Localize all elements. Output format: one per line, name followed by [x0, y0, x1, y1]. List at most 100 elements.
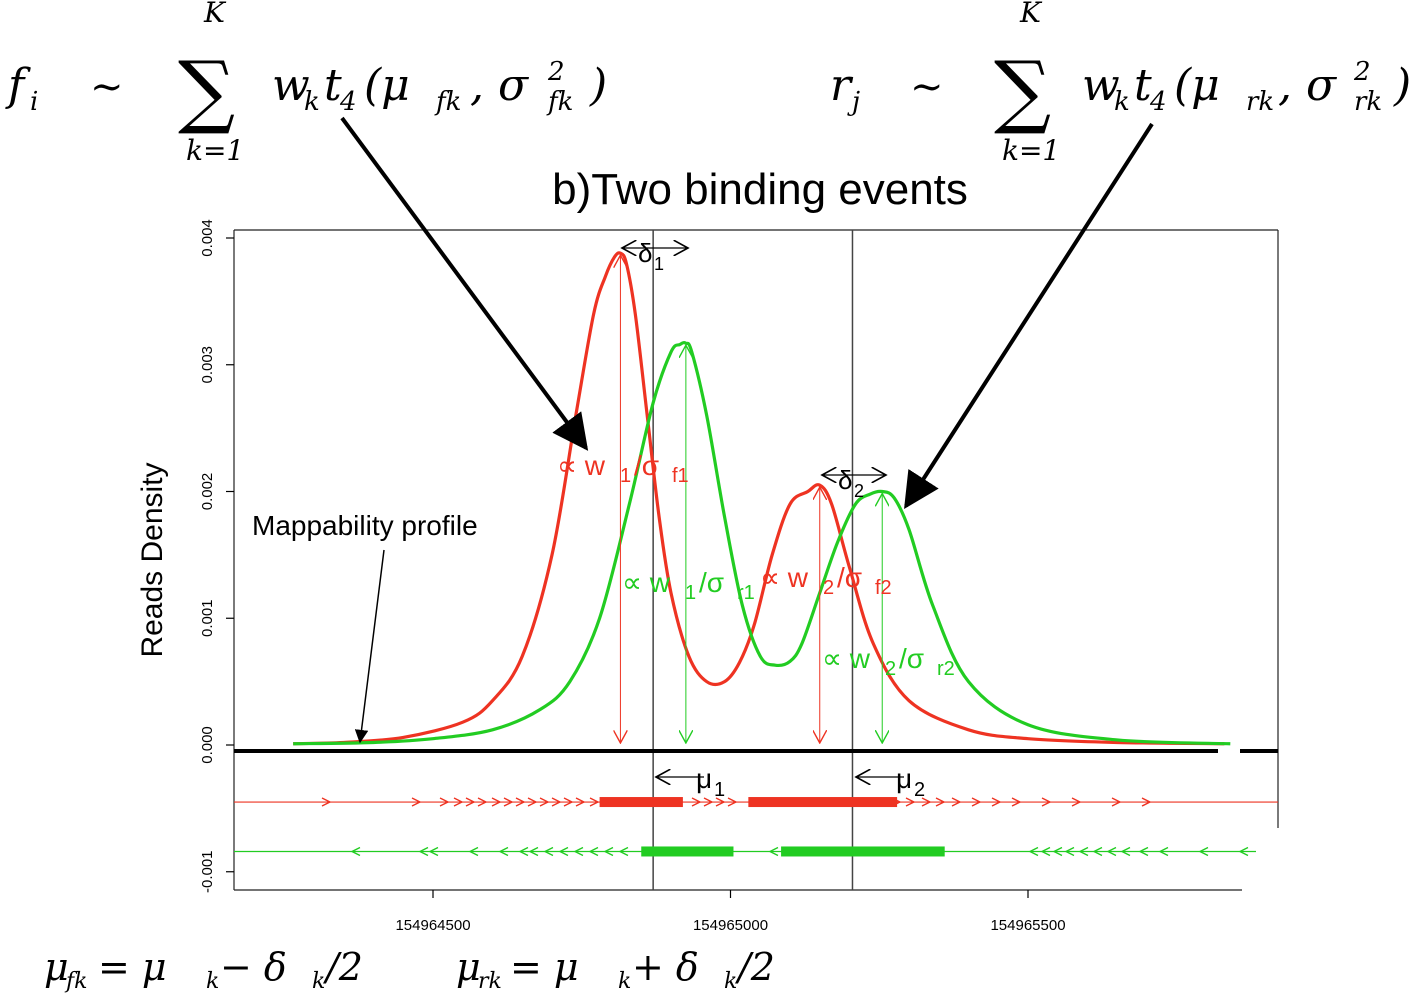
- formula-sigma-sup: 2: [1353, 57, 1371, 87]
- reverse-strand-read: [603, 846, 614, 857]
- forward-strand-read: [589, 797, 600, 807]
- mu2-annotation: μ 2: [856, 763, 925, 801]
- mu-rk-eq: = μ: [510, 945, 579, 989]
- mappability-arrow: [354, 549, 385, 744]
- reverse-strand-read: [768, 846, 779, 857]
- reverse-strand-dense-reads: [781, 846, 945, 857]
- forward-strand-read: [875, 797, 886, 807]
- reverse-strand-read: [1078, 846, 1089, 857]
- reverse-strand-read: [518, 846, 529, 857]
- formula-mu-sub: fk: [434, 87, 461, 117]
- formula-sim: ∼: [910, 64, 944, 110]
- mappability-label: Mappability profile: [252, 510, 478, 541]
- forward-strand-read: [503, 797, 514, 807]
- forward-strand-read: [1141, 797, 1152, 807]
- reverse-strand-read: [1092, 846, 1103, 857]
- forward-strand-read: [539, 797, 550, 807]
- w2-sigma-r2-label: ∝ w 2 /σ r2: [822, 643, 955, 680]
- mu-rk-op: + δ: [632, 945, 699, 989]
- mu2-sub: 2: [914, 779, 925, 801]
- forward-strand-read: [563, 797, 574, 807]
- forward-strand-read: [1011, 797, 1022, 807]
- reverse-strand-read: [1040, 846, 1051, 857]
- w1r-sub: 1: [685, 582, 696, 604]
- w1-sigma-r1-label: ∝ w 1 /σ r1: [622, 567, 755, 604]
- forward-strand-read: [491, 797, 502, 807]
- reverse-strand-read: [528, 846, 539, 857]
- w2r-div-sub: r2: [937, 658, 955, 680]
- y-tick-label: 0.000: [199, 726, 216, 764]
- y-axis-label: Reads Density: [136, 462, 169, 657]
- forward-strand-read: [921, 797, 932, 807]
- formula-sum-symbol: ∑: [178, 44, 235, 137]
- density-series: [293, 251, 1231, 746]
- w1f-div-sub: f1: [672, 465, 689, 487]
- formula-forward-arrow: [340, 116, 589, 451]
- formula-reverse-arrow: [904, 122, 1154, 510]
- forward-strand-read: [1071, 797, 1082, 807]
- w2f-text: ∝ w: [760, 562, 809, 593]
- w2f-div: /σ: [837, 562, 862, 593]
- formula-t-sub: 4: [339, 87, 357, 117]
- x-tick-label: 154965000: [693, 917, 768, 934]
- reverse-strand-read: [1238, 846, 1249, 857]
- formula-t-sub: 4: [1149, 87, 1167, 117]
- y-tick-label: 0.003: [199, 346, 216, 384]
- peak-height-markers: [620, 255, 882, 743]
- delta2-symbol: δ: [838, 465, 852, 495]
- delta1-sub: 1: [654, 254, 664, 274]
- formula-args-open: (μ: [1174, 60, 1220, 111]
- forward-strand-read: [575, 797, 586, 807]
- formula-forward: f i ∼ K ∑ k=1 w k t 4 (μ fk , σ 2 fk ): [5, 0, 607, 167]
- w2r-text: ∝ w: [822, 643, 871, 674]
- reverse-strand-read: [1138, 846, 1149, 857]
- delta1-annotation: δ 1: [622, 238, 688, 274]
- mu-fk-div: /2: [322, 945, 363, 989]
- w1f-div: /σ: [634, 450, 659, 481]
- forward-strand-read: [1111, 797, 1122, 807]
- y-tick-label: 0.002: [199, 473, 216, 511]
- forward-strand-read: [411, 797, 422, 807]
- forward-strand-read: [515, 797, 526, 807]
- mu-rk-mu: μ: [456, 945, 481, 989]
- reverse-strand-read: [588, 846, 599, 857]
- formula-sigma-sup: 2: [547, 57, 565, 87]
- mu2-symbol: μ: [896, 763, 912, 794]
- formula-args-close: ): [589, 60, 607, 111]
- formula-sum-bottom: k=1: [186, 134, 244, 167]
- forward-strand-read: [1041, 797, 1052, 807]
- formula-t: t: [324, 60, 342, 111]
- mu-fk-op: − δ: [220, 945, 287, 989]
- formula-w-sub: k: [1114, 87, 1130, 117]
- x-tick-label: 154964500: [395, 917, 470, 934]
- formula-sum-bottom: k=1: [1002, 134, 1060, 167]
- forward-strand-read: [527, 797, 538, 807]
- reverse-strand-read: [573, 846, 584, 857]
- w2r-sub: 2: [885, 658, 896, 680]
- formula-mu-sub: rk: [1246, 87, 1274, 117]
- mu1-symbol: μ: [696, 763, 712, 794]
- forward-strand-read: [321, 797, 332, 807]
- reverse-strand-read: [468, 846, 479, 857]
- reverse-strand-read: [618, 846, 629, 857]
- reverse-strand-read: [1120, 846, 1131, 857]
- forward-strand-read: [477, 797, 488, 807]
- formula-sim: ∼: [90, 64, 124, 110]
- reverse-strand-read: [1106, 846, 1117, 857]
- reverse-strand-read-marks: [350, 846, 1249, 857]
- reverse-strand-read: [350, 846, 361, 857]
- w1r-div-sub: r1: [737, 582, 755, 604]
- formula-lhs: r: [830, 60, 854, 111]
- reverse-strand-read: [558, 846, 569, 857]
- chart-title: b)Two binding events: [552, 165, 968, 214]
- formula-comma-sigma: , σ: [1278, 60, 1338, 111]
- w2-sigma-f2-label: ∝ w 2 /σ f2: [760, 562, 892, 599]
- forward-strand-read: [703, 797, 714, 807]
- mu-fk-mu: μ: [44, 945, 69, 989]
- formula-lhs-sub: i: [30, 87, 38, 117]
- mu1-sub: 1: [714, 779, 725, 801]
- reverse-strand-read: [1064, 846, 1075, 857]
- mu1-annotation: μ 1: [656, 763, 725, 801]
- delta1-symbol: δ: [638, 238, 652, 268]
- forward-strand-read-marks: [321, 797, 1152, 808]
